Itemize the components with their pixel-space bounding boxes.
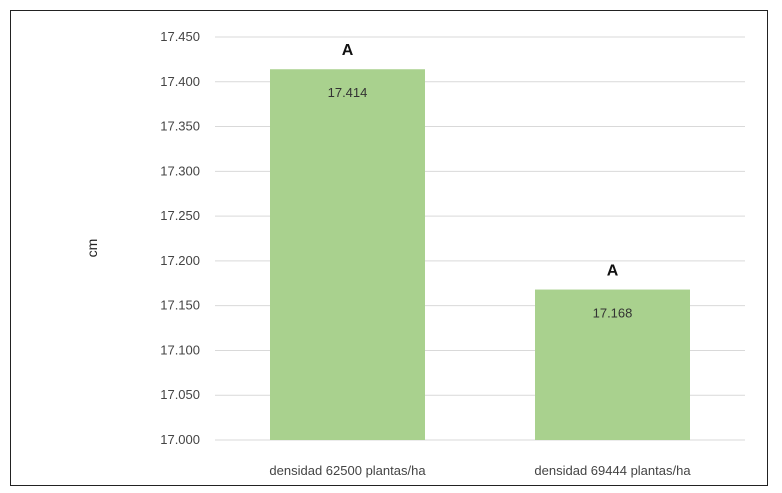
y-axis-label: cm xyxy=(84,239,100,258)
x-category-label: densidad 69444 plantas/ha xyxy=(534,463,691,478)
x-category-label: densidad 62500 plantas/ha xyxy=(269,463,426,478)
y-tick-label: 17.150 xyxy=(160,298,200,313)
significance-letter: A xyxy=(607,263,619,280)
bar xyxy=(535,289,690,440)
data-label: 17.168 xyxy=(593,306,633,321)
bars: 17.414 A 17.168 A xyxy=(270,42,690,441)
y-tick-label: 17.400 xyxy=(160,74,200,89)
y-tick-label: 17.000 xyxy=(160,432,200,447)
significance-letter: A xyxy=(342,42,354,59)
y-tick-label: 17.200 xyxy=(160,253,200,268)
y-axis-ticks: 17.000 17.050 17.100 17.150 17.200 17.250 17.3… xyxy=(160,29,200,447)
bar xyxy=(270,69,425,441)
y-tick-label: 17.100 xyxy=(160,342,200,357)
data-label: 17.414 xyxy=(328,85,368,100)
y-tick-label: 17.450 xyxy=(160,29,200,44)
y-tick-label: 17.350 xyxy=(160,119,200,134)
y-tick-label: 17.250 xyxy=(160,208,200,223)
x-axis-categories: densidad 62500 plantas/ha densidad 69444 … xyxy=(269,463,691,478)
y-tick-label: 17.300 xyxy=(160,163,200,178)
y-tick-label: 17.050 xyxy=(160,387,200,402)
